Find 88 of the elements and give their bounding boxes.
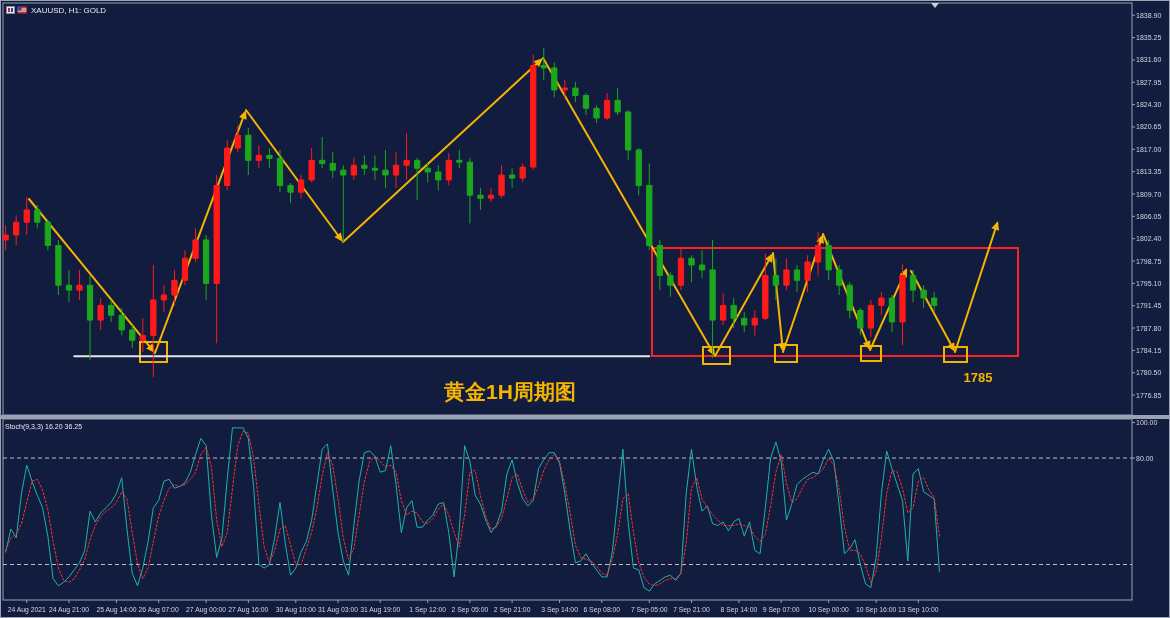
candlestick [593,104,600,124]
candlestick [276,149,284,193]
candlestick [793,264,801,293]
candlestick [909,269,917,303]
annotation: 1785 [963,369,993,385]
candlestick [44,219,51,251]
candlestick [13,214,20,246]
candlestick [171,269,178,306]
candlestick [741,311,748,333]
candlestick [2,224,9,251]
candlestick [857,307,864,336]
candlestick [846,281,853,319]
candlestick [213,174,220,344]
candlestick [435,164,442,191]
candlestick [382,149,389,189]
candlestick [466,157,474,224]
candlestick [371,154,379,181]
candlestick [340,164,347,243]
candlestick [646,162,653,251]
candlestick [150,264,157,378]
candlestick [477,187,484,211]
candlestick [487,187,495,203]
candlestick [55,239,62,296]
candlestick [804,254,811,293]
candlestick [361,154,368,176]
candlestick [350,157,357,181]
candlestick [181,249,189,286]
candlestick [836,264,843,296]
candlestick [445,152,452,186]
candlestick [540,47,547,81]
candlestick [97,297,104,331]
candlestick [319,136,326,169]
candlestick [245,127,252,176]
candlestick [730,297,737,329]
candlestick [614,87,621,116]
candlestick [888,294,896,333]
candlestick [255,144,263,169]
candlestick [498,164,505,199]
candlestick [287,182,294,204]
candlestick [931,291,938,313]
candlestick [23,196,30,236]
candlestick [878,291,885,316]
candlestick [392,151,400,189]
chart-subtitle: XAUUSD, H1: GOLD [31,5,107,15]
candlestick [667,271,674,298]
candlestick [329,151,336,179]
candlestick [403,132,410,181]
candlestick [698,249,706,279]
candlestick [867,299,874,338]
candlestick [76,269,83,301]
candlestick [825,239,832,281]
candlestick [65,269,73,303]
candlestick [720,292,727,326]
candlestick [202,234,210,301]
candlestick [86,274,94,361]
candlestick [129,324,136,349]
candlestick [677,247,685,291]
candlestick [688,254,695,283]
candlestick [456,149,463,169]
candlestick [561,79,568,99]
candlestick [920,284,927,309]
candlestick [424,162,431,183]
candlestick [603,92,611,121]
candlestick [635,147,642,196]
text: 黄金1H周期图 [443,379,576,403]
candlestick [192,227,199,263]
candlestick [582,92,590,116]
candlestick [572,81,579,103]
candlestick [414,157,421,201]
candlestick [751,309,758,336]
candlestick [519,162,526,183]
candlestick [762,252,769,321]
candlestick [297,174,305,199]
candlestick [118,307,125,336]
candlestick [224,139,231,191]
candlestick [530,54,537,171]
candlestick [508,167,516,189]
candlestick [160,284,168,313]
candlestick [625,109,632,161]
candlestick [656,239,663,291]
candlestick [266,147,273,169]
candlestick [108,299,115,323]
candlestick [34,204,41,229]
candlestick [139,317,146,353]
candlestick [308,147,315,183]
candlestick [234,124,241,153]
candlestick [783,257,790,291]
candlestick [551,61,558,98]
